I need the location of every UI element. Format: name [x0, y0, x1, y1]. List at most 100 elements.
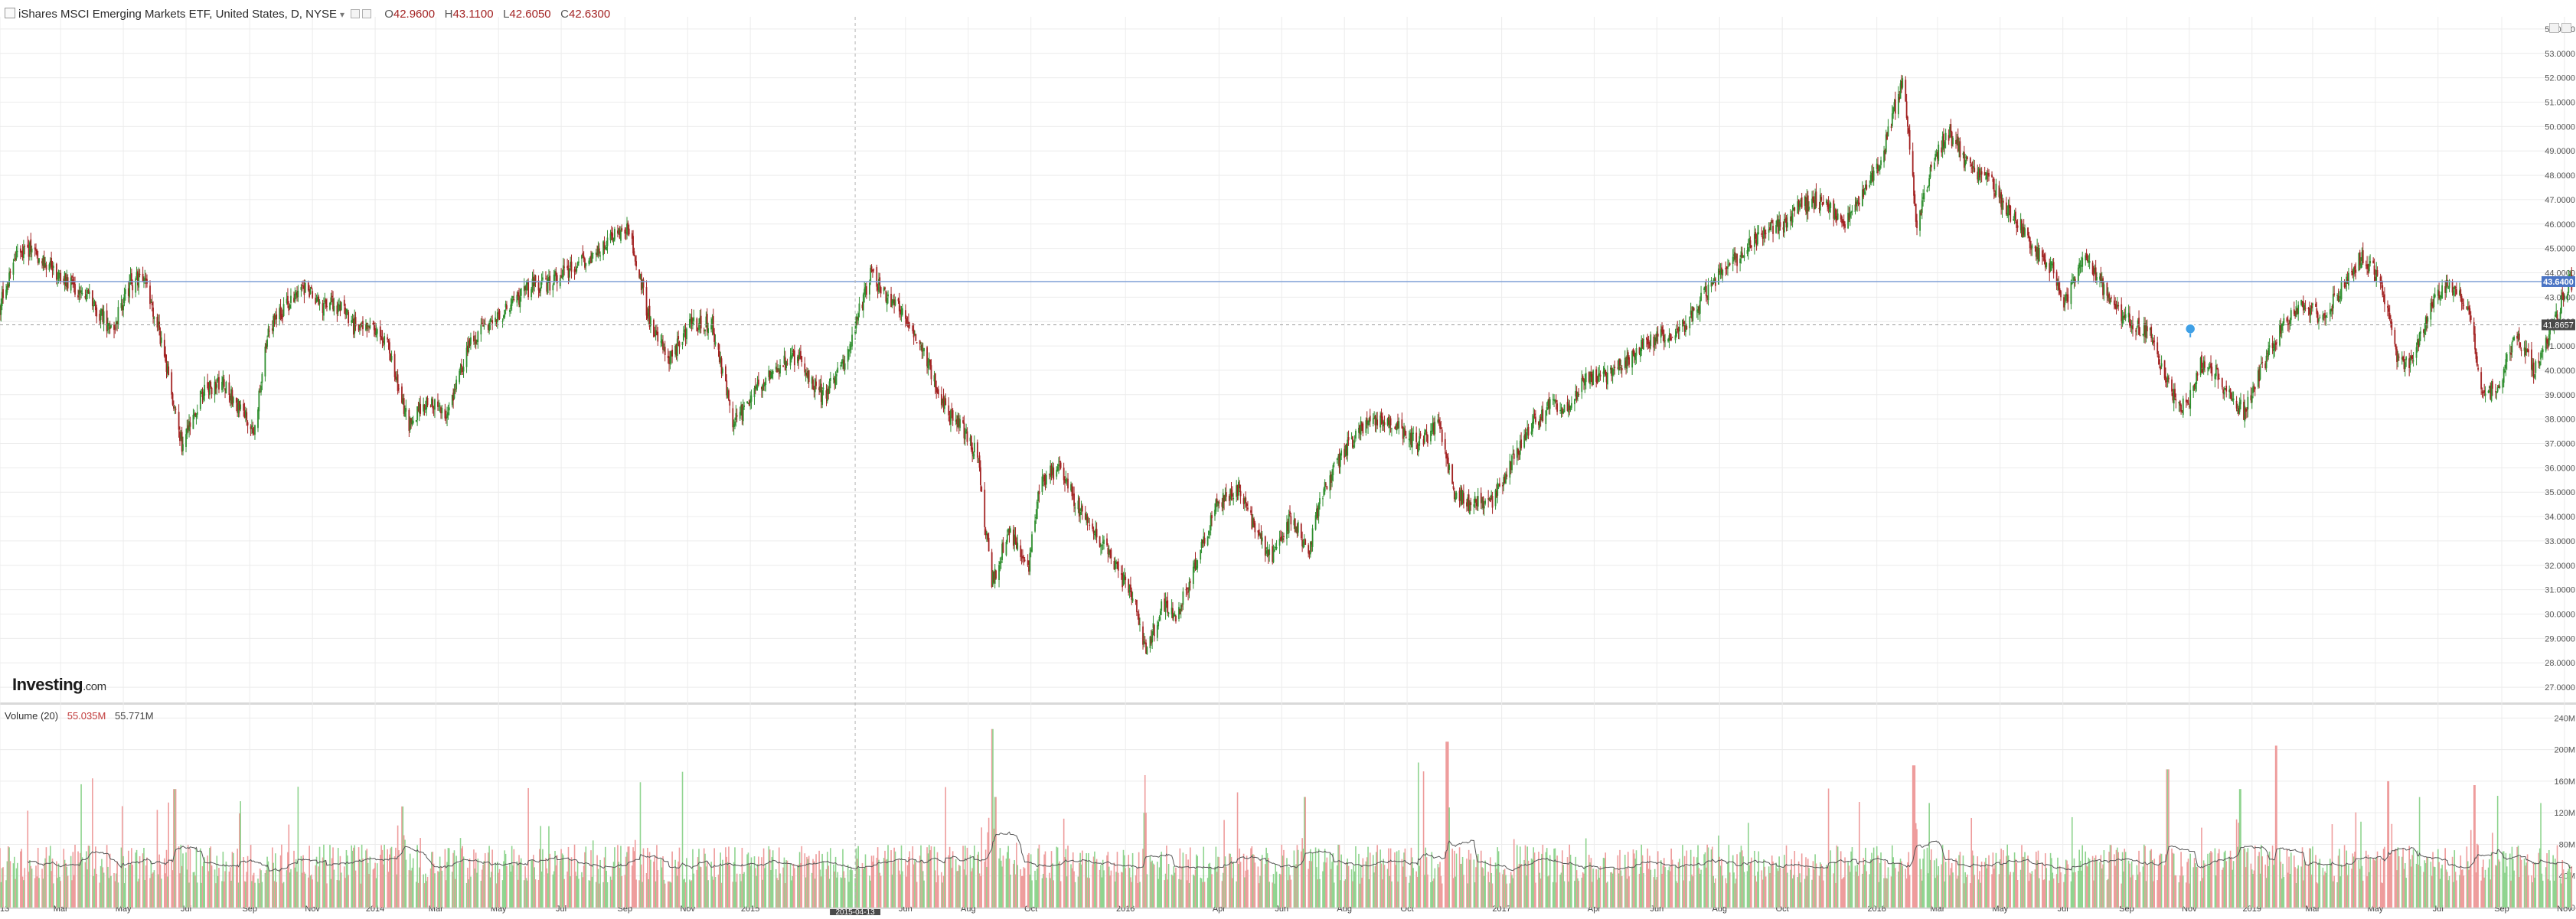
candle-body-down — [287, 296, 289, 305]
candle-body-up — [2440, 298, 2441, 299]
volume-bar-down — [1765, 876, 1767, 908]
candle-body-down — [1239, 484, 1240, 488]
candle-body-up — [762, 385, 763, 391]
candle-body-up — [449, 407, 450, 410]
volume-bar-down — [988, 818, 990, 908]
candle-body-down — [171, 372, 172, 394]
candle-body-up — [1944, 142, 1945, 148]
candle-body-up — [2282, 324, 2284, 326]
price-tick-label: 28.0000 — [2545, 659, 2575, 668]
volume-bar-down — [1801, 853, 1803, 908]
candle-body-down — [2147, 326, 2148, 331]
candle-body-up — [1574, 399, 1575, 404]
volume-bar-down — [485, 853, 486, 908]
candle-body-down — [499, 311, 501, 319]
candle-body-up — [2290, 321, 2291, 324]
volume-bar-down — [671, 852, 673, 908]
candle-body-down — [866, 286, 867, 295]
candle-body-down — [394, 354, 396, 377]
candle-body-up — [1952, 138, 1954, 144]
volume-bar-down — [736, 874, 738, 908]
volume-bar-down — [218, 868, 220, 908]
candle-body-down — [77, 295, 79, 298]
candle-body-down — [1907, 117, 1908, 127]
candle-body-up — [1057, 467, 1059, 471]
volume-bar-up — [1758, 852, 1759, 908]
candle-body-up — [2322, 314, 2323, 319]
candle-body-up — [751, 396, 753, 402]
volume-bar-up — [923, 881, 925, 908]
volume-bar-down — [491, 849, 493, 908]
volume-bar-down — [269, 871, 270, 908]
candle-body-up — [677, 339, 678, 357]
candle-body-up — [290, 296, 292, 303]
volume-bar-up — [1268, 882, 1270, 908]
volume-bar-down — [1376, 845, 1378, 908]
volume-bar-down — [2, 867, 4, 908]
candle-body-up — [1274, 549, 1275, 551]
candle-body-up — [1497, 483, 1498, 496]
candle-body-up — [82, 293, 83, 294]
candle-body-down — [1657, 334, 1659, 337]
candle-body-up — [2416, 347, 2418, 358]
candle-body-down — [168, 367, 169, 375]
candle-body-down — [951, 409, 952, 410]
candle-body-up — [233, 397, 234, 402]
volume-bar-down — [1614, 869, 1616, 908]
candle-body-up — [463, 367, 465, 372]
volume-bar-down — [1628, 876, 1630, 908]
volume-bar-down — [1291, 880, 1292, 908]
candle-body-down — [2382, 285, 2383, 295]
candle-body-up — [1924, 193, 1925, 199]
candle-body-down — [2384, 295, 2385, 305]
candle-body-down — [884, 288, 886, 289]
candle-body-up — [2410, 357, 2411, 365]
candle-body-down — [913, 330, 915, 337]
candle-body-down — [729, 400, 730, 406]
candle-body-down — [2474, 334, 2476, 350]
candle-body-up — [851, 334, 853, 346]
candle-body-down — [736, 416, 738, 417]
candle-body-down — [980, 468, 981, 485]
candle-body-down — [1384, 422, 1386, 425]
candle-body-down — [1130, 585, 1131, 590]
volume-bar-up — [599, 860, 601, 908]
candle-body-up — [552, 285, 553, 291]
candle-body-up — [2274, 344, 2275, 350]
candle-body-up — [2269, 345, 2271, 347]
candle-body-down — [2345, 285, 2346, 286]
volume-bar-down — [1096, 859, 1098, 908]
candle-body-down — [1187, 591, 1189, 592]
candle-body-down — [916, 342, 918, 343]
candle-body-up — [1160, 611, 1161, 614]
candle-body-up — [1132, 598, 1134, 601]
candle-body-down — [1729, 263, 1731, 265]
volume-bar-down — [1499, 872, 1500, 908]
candle-body-down — [1663, 330, 1664, 334]
candle-body-up — [257, 409, 259, 428]
candle-body-up — [100, 311, 102, 320]
volume-bar-up — [779, 873, 781, 908]
volume-bar-up — [844, 878, 846, 908]
candle-body-down — [1326, 487, 1327, 490]
candle-body-up — [1312, 528, 1314, 546]
candle-body-up — [1930, 167, 1931, 178]
volume-bar-up — [1355, 846, 1357, 908]
candle-body-down — [962, 420, 964, 422]
candle-body-up — [416, 406, 418, 420]
candle-body-up — [1303, 541, 1304, 547]
candle-body-down — [621, 228, 622, 230]
volume-bar-up — [1139, 882, 1141, 908]
volume-bar-down — [643, 849, 645, 908]
volume-bar-down — [10, 861, 11, 908]
volume-bar-up — [1787, 873, 1788, 908]
candle-body-up — [300, 287, 302, 290]
candle-body-up — [1139, 624, 1141, 625]
candle-body-up — [384, 336, 385, 344]
candle-body-up — [1799, 204, 1801, 210]
candle-body-down — [2473, 322, 2475, 334]
price-tick-label: 53.0000 — [2545, 50, 2575, 59]
candle-body-up — [2065, 294, 2067, 301]
